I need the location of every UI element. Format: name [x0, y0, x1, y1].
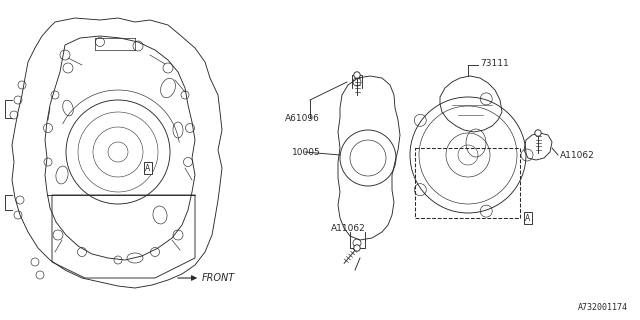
- Circle shape: [354, 245, 360, 251]
- Circle shape: [535, 130, 541, 136]
- Text: A61096: A61096: [285, 114, 320, 123]
- Text: FRONT: FRONT: [202, 273, 236, 283]
- Text: A: A: [145, 164, 150, 172]
- Text: A11062: A11062: [560, 150, 595, 159]
- Circle shape: [354, 72, 360, 78]
- Text: A: A: [525, 213, 531, 222]
- Text: A732001174: A732001174: [578, 303, 628, 312]
- Text: 10005: 10005: [292, 148, 321, 156]
- Bar: [415, 148, 520, 218]
- Text: 73111: 73111: [480, 59, 509, 68]
- Text: A11062: A11062: [331, 223, 365, 233]
